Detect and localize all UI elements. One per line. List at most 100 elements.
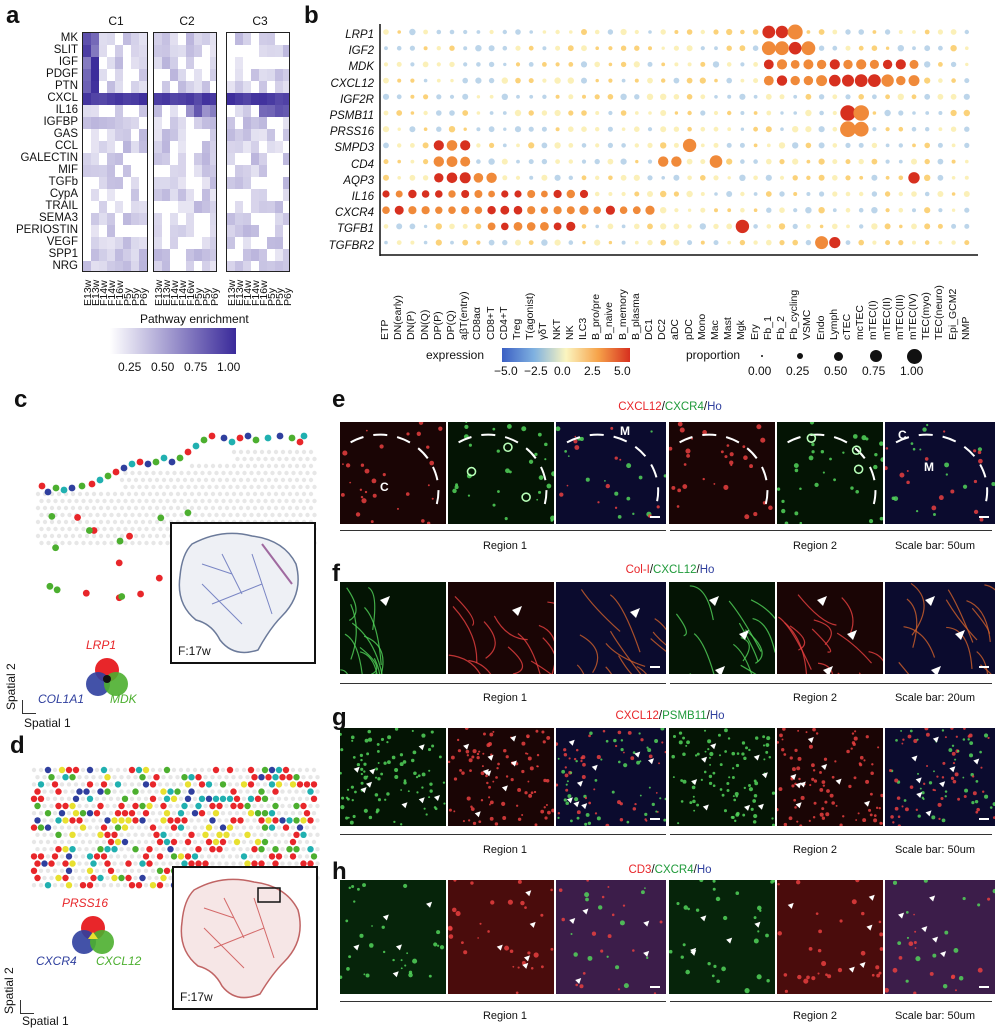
spatial-spot-background <box>214 484 219 490</box>
heatmap-cell <box>115 201 123 213</box>
micrograph-signal <box>676 505 680 508</box>
micrograph-signal <box>803 978 809 984</box>
spatial-spot-colored <box>86 810 94 817</box>
spatial-spot-colored <box>58 810 66 817</box>
spatial-spot-background <box>182 832 187 837</box>
heatmap-cell <box>275 93 283 105</box>
heatmap-cell <box>162 141 170 153</box>
heatmap-cell <box>154 117 162 129</box>
micrograph-signal <box>987 897 991 901</box>
micrograph-signal <box>563 753 568 757</box>
micrograph-signal <box>892 880 898 885</box>
micrograph-signal <box>647 748 652 753</box>
spatial-spot-background <box>73 883 79 888</box>
micrograph-signal <box>733 798 737 802</box>
micrograph-signal <box>913 913 915 916</box>
spatial-spot-colored <box>44 824 52 831</box>
spatial-spot-colored <box>114 810 122 817</box>
dotplot-dot <box>686 77 693 84</box>
micrograph-signal <box>752 799 757 803</box>
micrograph-signal <box>837 967 843 973</box>
arrowhead <box>866 924 873 931</box>
spatial-spot-background <box>189 803 194 809</box>
dotplot-dot <box>726 62 732 67</box>
spatial-spot-colored <box>132 846 139 853</box>
dotplot-dot <box>409 126 416 133</box>
dotplot-dot <box>541 142 548 149</box>
spatial-spot-colored <box>233 795 241 802</box>
dotplot-dot <box>938 127 943 132</box>
vessel-ring <box>853 464 864 475</box>
micrograph-signal <box>567 455 570 457</box>
micrograph-signal <box>611 790 615 794</box>
micrograph-signal <box>622 904 626 907</box>
axis-arrow-x-d <box>20 1013 34 1014</box>
panel-h-title-blue: Ho <box>696 864 712 876</box>
heatmap-cell <box>194 33 202 45</box>
heatmap-cell <box>251 69 259 81</box>
spatial-spot-colored <box>83 788 90 795</box>
spatial-spot-colored <box>156 867 164 874</box>
tissue-inset-d: F:17w <box>172 866 318 1010</box>
spatial-spot-colored <box>153 774 160 781</box>
micrograph-signal <box>781 508 786 514</box>
micrograph-signal <box>726 788 730 792</box>
spatial-spot-colored <box>160 788 167 795</box>
micrograph-signal <box>521 960 526 965</box>
spatial-spot-background <box>150 811 156 816</box>
arrowhead <box>581 803 588 810</box>
dotplot-dot <box>761 41 776 56</box>
micrograph-signal <box>489 732 494 737</box>
micrograph-signal <box>813 801 817 805</box>
heatmap-cell <box>202 81 210 93</box>
heatmap-cell <box>194 69 202 81</box>
spatial-spot-background <box>140 533 146 539</box>
micrograph-merge <box>556 880 666 994</box>
spatial-spot-colored <box>153 831 160 838</box>
spatial-spot-background <box>45 796 51 801</box>
micrograph-signal <box>664 750 666 754</box>
spatial-spot-colored <box>96 476 104 484</box>
spatial-spot-background <box>266 789 271 794</box>
heatmap-gene-label: MK <box>60 32 78 44</box>
dotplot-dot <box>858 29 864 35</box>
micrograph-signal <box>564 450 567 453</box>
spatial-spot-background <box>73 854 79 859</box>
spatial-spot-background <box>283 854 289 859</box>
dotplot-dot <box>712 61 720 68</box>
micrograph-signal <box>744 988 750 994</box>
dotplot-dot <box>898 110 904 116</box>
dotplot-dot <box>569 30 573 34</box>
micrograph-fiber <box>744 629 763 664</box>
micrograph-signal <box>923 782 926 785</box>
dotplot-dot <box>778 223 786 230</box>
spatial-spot-background <box>136 782 142 787</box>
heatmap-cell <box>210 213 216 225</box>
micrograph-signal <box>908 941 914 947</box>
dotplot-dot <box>775 41 789 56</box>
micrograph-signal <box>695 908 700 912</box>
micrograph-signal <box>660 728 665 731</box>
micrograph-signal <box>610 426 614 430</box>
dotplot-cell-label: Lymph <box>827 308 840 340</box>
spatial-spot-background <box>157 796 163 801</box>
spatial-spot-background <box>147 789 152 794</box>
spatial-spot-background <box>42 847 47 852</box>
micrograph-signal <box>623 983 629 989</box>
micrograph-signal <box>501 801 506 806</box>
spatial-spot-colored <box>289 838 297 846</box>
micrograph-signal <box>617 988 621 991</box>
dotplot-dot <box>594 29 600 35</box>
micrograph-signal <box>915 808 919 812</box>
dotplot-dot <box>806 175 811 180</box>
pathway-colorbar-tick: 1.00 <box>217 360 241 374</box>
micrograph-signal <box>814 482 819 488</box>
spatial-spot-colored <box>135 882 143 889</box>
micrograph-signal <box>868 519 874 524</box>
spatial-spot-background <box>305 512 310 518</box>
micrograph-signal <box>724 455 728 459</box>
micrograph-signal <box>345 816 349 820</box>
arrowhead <box>739 630 749 640</box>
dotplot-dot <box>687 208 692 212</box>
dotplot-gene-label: CXCR4 <box>335 207 374 220</box>
